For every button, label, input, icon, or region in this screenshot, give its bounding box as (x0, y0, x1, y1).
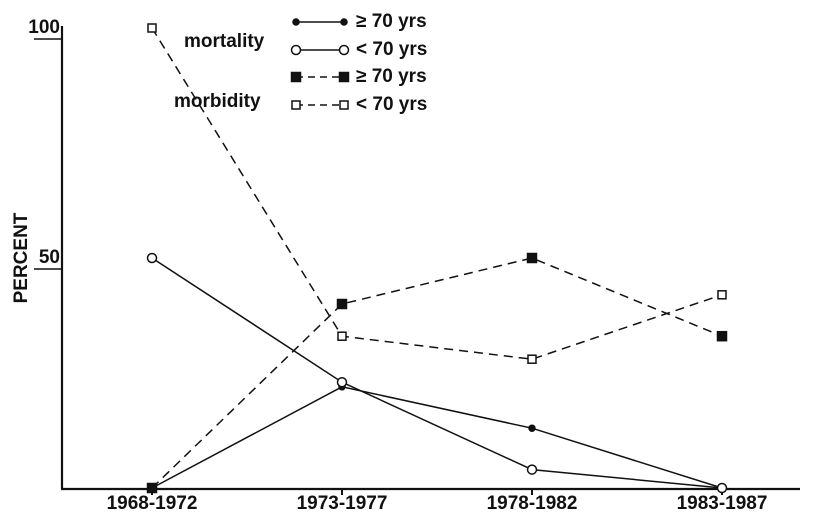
point (526, 464, 538, 475)
x-tick-label: 1968-1972 (107, 493, 198, 514)
legend-label: < 70 yrs (356, 94, 427, 115)
point (339, 100, 349, 110)
point (336, 298, 348, 310)
point (338, 71, 350, 83)
point (340, 18, 348, 26)
point (291, 100, 301, 110)
legend-label: ≥ 70 yrs (356, 11, 427, 32)
point (146, 252, 158, 264)
point (292, 18, 300, 26)
y-tick-label: 100 (28, 17, 60, 38)
point (290, 71, 302, 83)
point (290, 44, 302, 56)
legend-group: mortality (184, 31, 265, 52)
series-line (151, 257, 723, 489)
series-line (151, 257, 723, 489)
point (147, 23, 157, 33)
y-tick-label: 50 (39, 247, 60, 268)
legend-group: morbidity (174, 91, 261, 112)
point (338, 44, 350, 56)
y-axis-label: PERCENT (11, 212, 32, 303)
point (527, 354, 537, 364)
x-tick-label: 1983-1987 (677, 493, 768, 514)
point (336, 376, 348, 388)
point (716, 330, 728, 342)
point (717, 290, 727, 300)
point (337, 331, 347, 341)
x-tick-label: 1978-1982 (487, 493, 578, 514)
point (146, 482, 158, 494)
legend-label: < 70 yrs (356, 39, 427, 60)
series-line (151, 386, 723, 489)
x-tick-label: 1973-1977 (297, 493, 388, 514)
legend-label: ≥ 70 yrs (356, 66, 427, 87)
point (528, 424, 536, 432)
point (716, 482, 728, 494)
series-line (151, 27, 723, 360)
point (526, 252, 538, 264)
